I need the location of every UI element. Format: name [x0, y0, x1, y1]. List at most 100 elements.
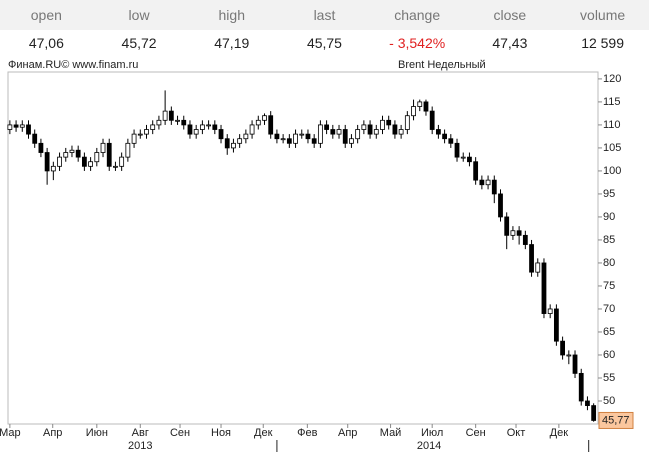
candle-body [522, 234, 528, 245]
candle-body [491, 179, 497, 195]
candle-body [168, 110, 174, 121]
candle-body [305, 133, 311, 140]
y-tick-label: 85 [603, 234, 615, 246]
candle-body [355, 129, 361, 140]
candle-body [199, 124, 205, 130]
x-tick-label: Мар [0, 427, 21, 439]
candle-body [286, 138, 292, 144]
column-header: last [278, 0, 371, 30]
candle-body [485, 179, 491, 186]
candle-body [150, 124, 156, 130]
candle-body [125, 142, 131, 158]
candle-body [100, 142, 106, 153]
candle-body [460, 156, 466, 159]
candle-body [113, 165, 118, 168]
candle-body [218, 129, 224, 140]
year-label: 2014 [417, 440, 441, 452]
candle-body [342, 129, 348, 144]
candle-body [280, 138, 286, 141]
candle-body [224, 138, 230, 149]
candle-body [324, 124, 330, 130]
x-tick-label: Июл [421, 427, 443, 439]
candle-body [144, 129, 149, 135]
candle-body [566, 354, 572, 357]
column-header: change [370, 0, 464, 30]
candle-body [63, 152, 69, 158]
candle-body [32, 133, 38, 144]
candle-body [435, 129, 441, 135]
candle-body [473, 161, 479, 181]
y-tick-label: 120 [603, 73, 621, 85]
x-tick-label: Авг [132, 427, 149, 439]
candle-body [448, 138, 454, 144]
column-header: high [185, 0, 279, 30]
candle-body [317, 124, 323, 144]
candle-body [591, 405, 597, 421]
candle-body [417, 101, 423, 107]
candle-body [585, 400, 590, 406]
x-tick-label: Июн [86, 427, 108, 439]
y-tick-label: 60 [603, 349, 615, 361]
chart: Финам.RU© www.finam.ru Brent Недельный 5… [0, 59, 634, 452]
candle-body [206, 124, 212, 127]
quote-value: 47,43 [492, 35, 528, 51]
candle-body [243, 133, 249, 140]
candle-body [330, 129, 336, 135]
x-tick-label: Май [380, 427, 402, 439]
candle-body [454, 142, 460, 158]
y-tick-label: 110 [603, 119, 621, 131]
candle-body [349, 138, 354, 144]
candle-body [162, 110, 168, 121]
candle-body [336, 129, 342, 135]
candle-body [429, 110, 435, 130]
candle-body [572, 354, 578, 374]
candle-body [249, 124, 255, 135]
y-tick-label: 65 [603, 326, 615, 338]
candle-body [255, 119, 261, 126]
candle-body [411, 106, 416, 117]
candle-body [268, 115, 274, 135]
candle-body [553, 308, 559, 342]
x-tick-label: Окт [507, 427, 526, 439]
candle-body [175, 119, 180, 122]
candle-body [510, 230, 516, 236]
candle-body [274, 133, 280, 140]
candle-body [541, 262, 547, 314]
candle-body [50, 165, 56, 172]
candle-body [367, 124, 373, 135]
candle-body [560, 340, 565, 356]
column-header: close [463, 0, 557, 30]
candle-body [94, 152, 100, 163]
candle-body [479, 179, 485, 186]
candle-body [137, 133, 143, 136]
candle-body [262, 115, 267, 121]
y-tick-label: 115 [603, 96, 621, 108]
candle-body [467, 156, 472, 163]
candle-body [380, 119, 385, 130]
candle-body [57, 156, 62, 167]
x-tick-label: Дек [550, 427, 569, 439]
y-tick-label: 100 [603, 165, 621, 177]
value-row: 47,06 45,72 47,19 45,75 - 3,542% 47,43 12 599 [0, 30, 649, 56]
x-tick-label: Ноя [211, 427, 231, 439]
x-tick-label: Сен [466, 427, 486, 439]
candle-body [361, 124, 367, 130]
candle-body [547, 308, 553, 314]
candle-body [106, 142, 112, 167]
candle-body [81, 156, 87, 167]
quote-value: 47,06 [28, 35, 64, 51]
candle-body [212, 124, 218, 130]
y-tick-label: 95 [603, 188, 615, 200]
candle-body [119, 156, 125, 167]
y-tick-label: 55 [603, 372, 615, 384]
chart-title: Brent Недельный [398, 59, 486, 71]
candle-body [386, 119, 392, 126]
quote-value: - 3,542% [389, 35, 446, 51]
source: Финам.RU© www.finam.ru [8, 59, 138, 71]
candle-body [69, 149, 75, 153]
candle-body [19, 124, 25, 128]
candle-body [193, 129, 199, 135]
candle-body [404, 115, 410, 130]
candle-body [535, 262, 541, 273]
